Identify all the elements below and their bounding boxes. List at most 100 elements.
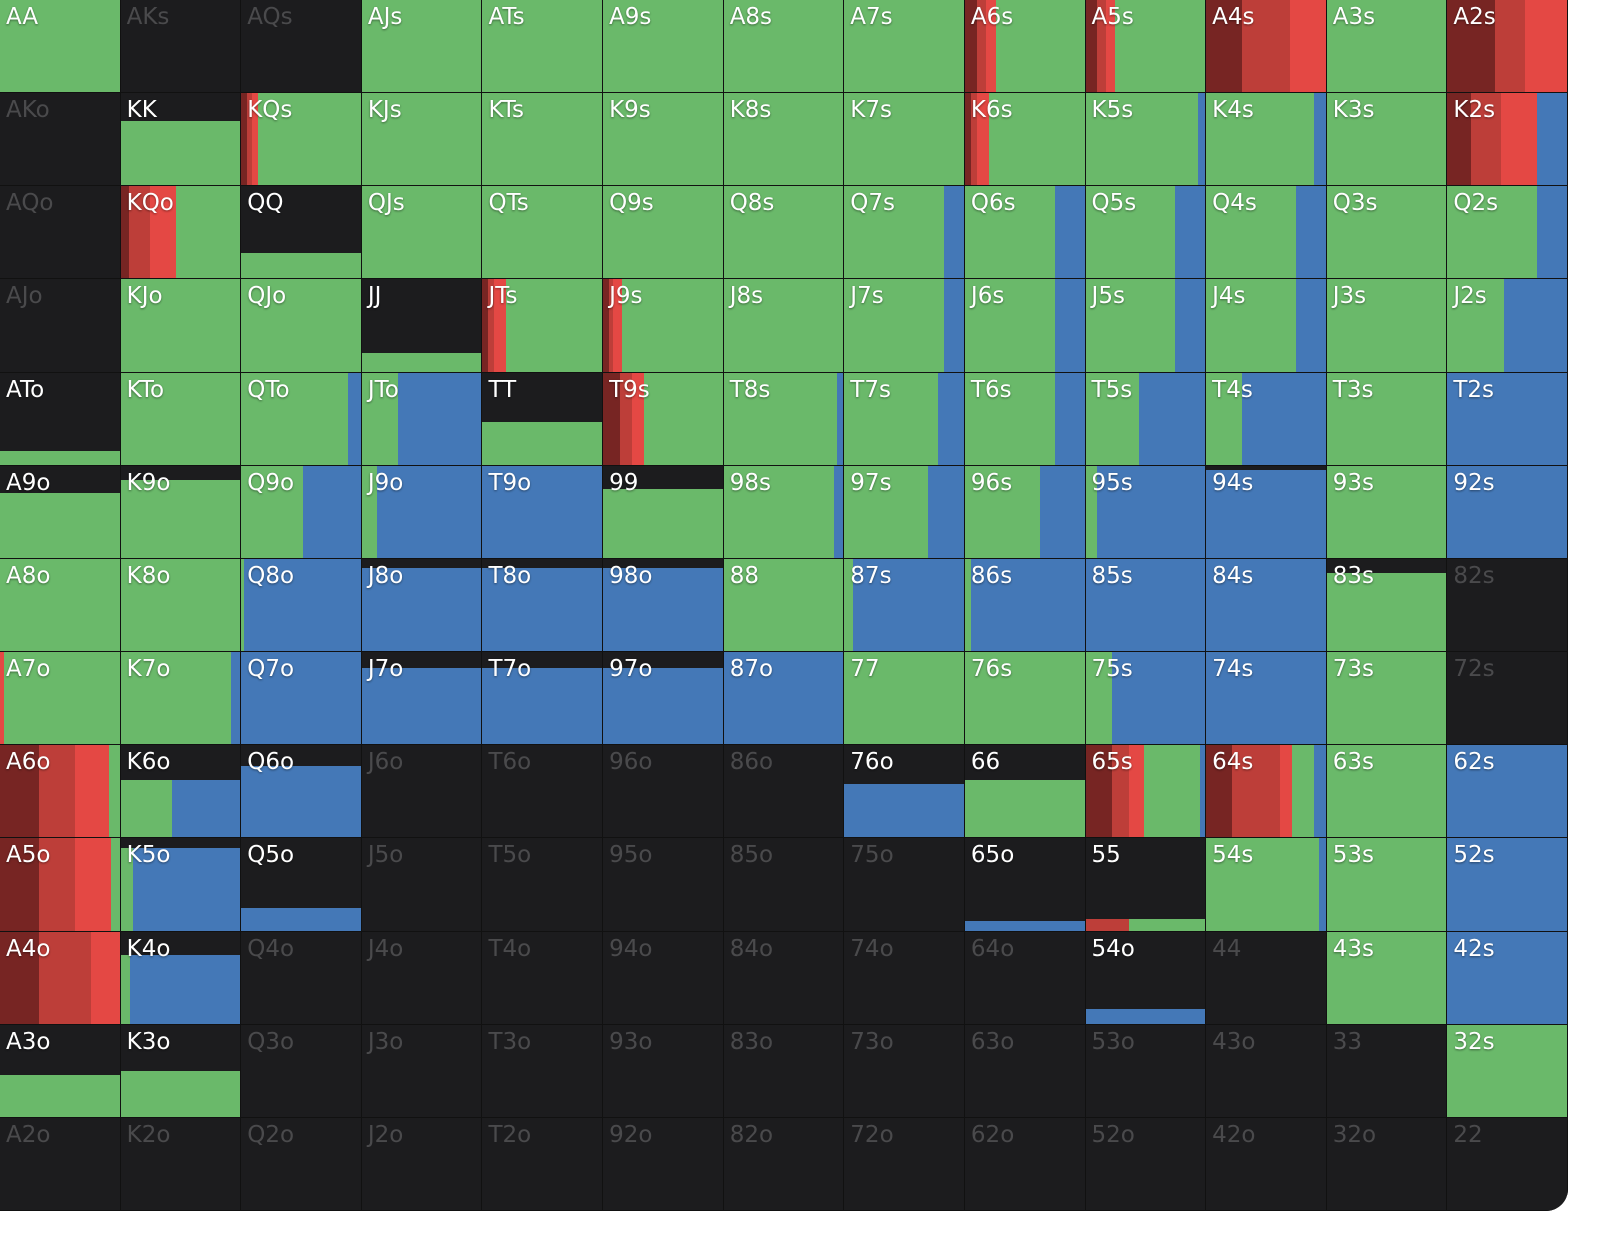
- hand-cell[interactable]: J6o: [361, 745, 483, 839]
- hand-cell[interactable]: JJ: [361, 279, 483, 373]
- hand-cell[interactable]: J4o: [361, 931, 483, 1025]
- hand-cell[interactable]: 52o: [1085, 1117, 1207, 1211]
- hand-cell[interactable]: 42s: [1447, 931, 1568, 1025]
- hand-cell[interactable]: 32o: [1326, 1117, 1448, 1211]
- hand-cell[interactable]: 92s: [1447, 465, 1568, 559]
- hand-cell[interactable]: K7o: [120, 652, 242, 746]
- hand-cell[interactable]: KJs: [361, 93, 483, 187]
- hand-cell[interactable]: AQs: [241, 0, 362, 94]
- hand-cell[interactable]: J3o: [361, 1024, 483, 1118]
- hand-cell[interactable]: KJo: [120, 279, 242, 373]
- hand-cell[interactable]: Q3o: [241, 1024, 362, 1118]
- hand-cell[interactable]: 54o: [1085, 931, 1207, 1025]
- hand-cell[interactable]: QJs: [361, 186, 483, 280]
- hand-cell[interactable]: 72o: [844, 1117, 965, 1211]
- hand-cell[interactable]: 74o: [844, 931, 965, 1025]
- hand-cell[interactable]: AQo: [0, 186, 121, 280]
- hand-cell[interactable]: A2s: [1447, 0, 1568, 94]
- hand-cell[interactable]: 66: [964, 745, 1086, 839]
- hand-cell[interactable]: Q9s: [603, 186, 724, 280]
- hand-cell[interactable]: A4s: [1206, 0, 1327, 94]
- hand-cell[interactable]: 87o: [723, 652, 845, 746]
- hand-cell[interactable]: QJo: [241, 279, 362, 373]
- hand-cell[interactable]: Q8s: [723, 186, 845, 280]
- hand-cell[interactable]: 75o: [844, 838, 965, 932]
- hand-cell[interactable]: 83o: [723, 1024, 845, 1118]
- hand-cell[interactable]: 63s: [1326, 745, 1448, 839]
- hand-cell[interactable]: 93s: [1326, 465, 1448, 559]
- hand-cell[interactable]: A5o: [0, 838, 121, 932]
- hand-cell[interactable]: 54s: [1206, 838, 1327, 932]
- hand-cell[interactable]: Q4s: [1206, 186, 1327, 280]
- hand-cell[interactable]: 94o: [603, 931, 724, 1025]
- hand-cell[interactable]: A2o: [0, 1117, 121, 1211]
- hand-cell[interactable]: J6s: [964, 279, 1086, 373]
- hand-cell[interactable]: T9o: [482, 465, 604, 559]
- hand-cell[interactable]: 96o: [603, 745, 724, 839]
- hand-cell[interactable]: T4o: [482, 931, 604, 1025]
- hand-cell[interactable]: J4s: [1206, 279, 1327, 373]
- hand-cell[interactable]: 84o: [723, 931, 845, 1025]
- hand-cell[interactable]: KQs: [241, 93, 362, 187]
- hand-cell[interactable]: A6o: [0, 745, 121, 839]
- hand-cell[interactable]: 63o: [964, 1024, 1086, 1118]
- hand-cell[interactable]: 55: [1085, 838, 1207, 932]
- hand-cell[interactable]: T6o: [482, 745, 604, 839]
- hand-cell[interactable]: T7o: [482, 652, 604, 746]
- hand-cell[interactable]: AJo: [0, 279, 121, 373]
- hand-cell[interactable]: 99: [603, 465, 724, 559]
- hand-cell[interactable]: AKs: [120, 0, 242, 94]
- hand-cell[interactable]: K8o: [120, 558, 242, 653]
- hand-cell[interactable]: 75s: [1085, 652, 1207, 746]
- hand-cell[interactable]: J2o: [361, 1117, 483, 1211]
- hand-cell[interactable]: Q2s: [1447, 186, 1568, 280]
- hand-cell[interactable]: 97o: [603, 652, 724, 746]
- hand-cell[interactable]: 53o: [1085, 1024, 1207, 1118]
- hand-cell[interactable]: KK: [120, 93, 242, 187]
- hand-cell[interactable]: 43o: [1206, 1024, 1327, 1118]
- hand-cell[interactable]: 72s: [1447, 652, 1568, 746]
- hand-cell[interactable]: 43s: [1326, 931, 1448, 1025]
- hand-cell[interactable]: K9o: [120, 465, 242, 559]
- hand-cell[interactable]: 96s: [964, 465, 1086, 559]
- hand-cell[interactable]: A5s: [1085, 0, 1207, 94]
- hand-cell[interactable]: QTo: [241, 372, 362, 466]
- hand-cell[interactable]: T3s: [1326, 372, 1448, 466]
- hand-cell[interactable]: 97s: [844, 465, 965, 559]
- hand-cell[interactable]: J7s: [844, 279, 965, 373]
- hand-cell[interactable]: Q2o: [241, 1117, 362, 1211]
- hand-cell[interactable]: 74s: [1206, 652, 1327, 746]
- hand-cell[interactable]: T7s: [844, 372, 965, 466]
- hand-cell[interactable]: 98s: [723, 465, 845, 559]
- hand-cell[interactable]: 62o: [964, 1117, 1086, 1211]
- hand-cell[interactable]: A6s: [964, 0, 1086, 94]
- hand-cell[interactable]: 33: [1326, 1024, 1448, 1118]
- hand-cell[interactable]: 77: [844, 652, 965, 746]
- hand-cell[interactable]: A9o: [0, 465, 121, 559]
- hand-cell[interactable]: K8s: [723, 93, 845, 187]
- hand-cell[interactable]: TT: [482, 372, 604, 466]
- hand-cell[interactable]: K6o: [120, 745, 242, 839]
- hand-cell[interactable]: Q8o: [241, 558, 362, 653]
- hand-cell[interactable]: Q4o: [241, 931, 362, 1025]
- hand-cell[interactable]: K2o: [120, 1117, 242, 1211]
- hand-cell[interactable]: Q9o: [241, 465, 362, 559]
- hand-cell[interactable]: K3o: [120, 1024, 242, 1118]
- hand-cell[interactable]: 92o: [603, 1117, 724, 1211]
- hand-cell[interactable]: K5o: [120, 838, 242, 932]
- hand-cell[interactable]: 32s: [1447, 1024, 1568, 1118]
- hand-cell[interactable]: J9s: [603, 279, 724, 373]
- hand-cell[interactable]: ATo: [0, 372, 121, 466]
- hand-cell[interactable]: 98o: [603, 558, 724, 653]
- hand-cell[interactable]: 82o: [723, 1117, 845, 1211]
- hand-cell[interactable]: 76s: [964, 652, 1086, 746]
- hand-cell[interactable]: 82s: [1447, 558, 1568, 653]
- hand-cell[interactable]: Q5o: [241, 838, 362, 932]
- hand-cell[interactable]: J8s: [723, 279, 845, 373]
- hand-cell[interactable]: 73s: [1326, 652, 1448, 746]
- hand-cell[interactable]: J2s: [1447, 279, 1568, 373]
- hand-cell[interactable]: K7s: [844, 93, 965, 187]
- hand-cell[interactable]: AJs: [361, 0, 483, 94]
- hand-cell[interactable]: T2o: [482, 1117, 604, 1211]
- hand-cell[interactable]: J5s: [1085, 279, 1207, 373]
